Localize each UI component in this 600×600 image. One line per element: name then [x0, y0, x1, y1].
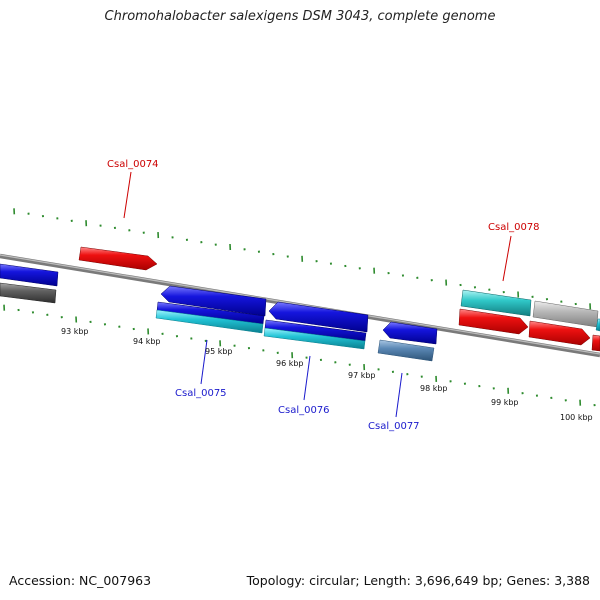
- accession-text: Accession: NC_007963: [9, 573, 152, 588]
- leader-csal-0078: [502, 235, 512, 282]
- gene-csal-0075-cyan[interactable]: [155, 309, 264, 334]
- gene-label-csal-0074[interactable]: Csal_0074: [107, 159, 159, 170]
- gene-csal-0077-arrow[interactable]: [382, 321, 438, 345]
- gene-label-csal-0077[interactable]: Csal_0077: [368, 421, 420, 432]
- gene-label-csal-0076[interactable]: Csal_0076: [278, 405, 330, 416]
- gene-csal-0076-cyan[interactable]: [263, 327, 366, 350]
- scale-label: 94 kbp: [133, 337, 161, 346]
- scale-label: 100 kbp: [560, 413, 593, 422]
- genome-backbone-highlight: [0, 254, 600, 355]
- scale-labels: 93 kbp 94 kbp 95 kbp 96 kbp 97 kbp 98 kb…: [61, 327, 593, 422]
- leader-csal-0076: [303, 355, 311, 401]
- outer-tick-row: [13, 208, 592, 310]
- gene-csal-0078[interactable]: [460, 289, 532, 317]
- scale-label: 97 kbp: [348, 371, 376, 380]
- genome-stats-text: Topology: circular; Length: 3,696,649 bp…: [246, 573, 590, 588]
- gene-csal-0077-steel[interactable]: [377, 339, 435, 362]
- forward-strand-genes: [78, 246, 600, 332]
- gene-reverse-red-3[interactable]: [591, 334, 600, 352]
- gene-reverse-red-1[interactable]: [458, 308, 529, 335]
- gene-label-csal-0075[interactable]: Csal_0075: [175, 388, 227, 399]
- gene-left-darkgray[interactable]: [0, 282, 57, 304]
- gene-csal-0075-arrow[interactable]: [160, 285, 267, 317]
- gene-label-csal-0078[interactable]: Csal_0078: [488, 222, 540, 233]
- label-leaders: [123, 171, 512, 418]
- inner-tick-row: [3, 304, 596, 407]
- scale-label: 93 kbp: [61, 327, 89, 336]
- scale-label: 99 kbp: [491, 398, 519, 407]
- gene-forward-edge-cyan[interactable]: [595, 318, 600, 332]
- scale-label: 98 kbp: [420, 384, 448, 393]
- gene-left-blue[interactable]: [0, 263, 59, 287]
- reverse-strand-genes: [0, 263, 600, 362]
- leader-csal-0077: [395, 372, 403, 418]
- gene-csal-0074[interactable]: [78, 246, 158, 271]
- leader-csal-0074: [123, 171, 132, 219]
- gene-labels: Csal_0074 Csal_0075 Csal_0076 Csal_0077 …: [107, 159, 540, 432]
- gene-csal-0076-arrow[interactable]: [268, 301, 369, 333]
- leader-csal-0075: [200, 339, 208, 385]
- map-title: Chromohalobacter salexigens DSM 3043, co…: [104, 9, 496, 24]
- gene-reverse-red-2[interactable]: [528, 320, 591, 346]
- scale-label: 95 kbp: [205, 347, 233, 356]
- scale-label: 96 kbp: [276, 359, 304, 368]
